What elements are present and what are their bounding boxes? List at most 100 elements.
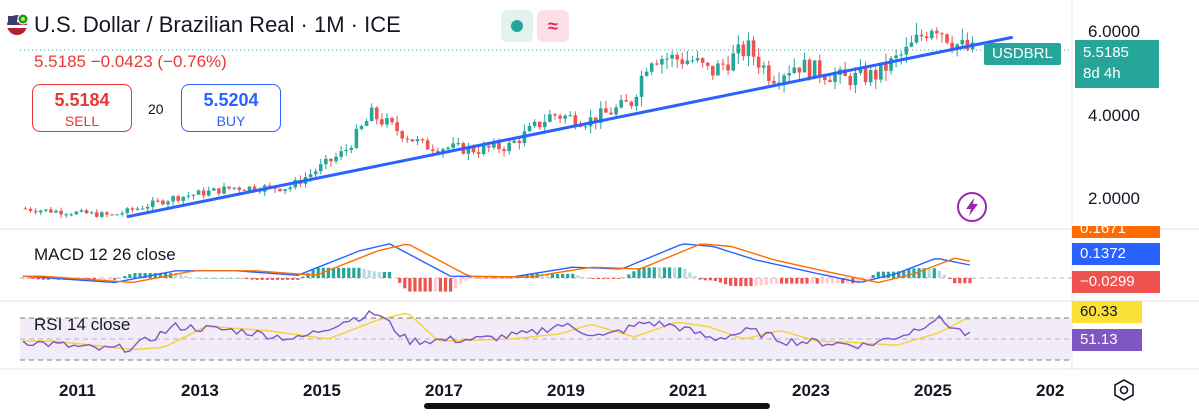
candle-body bbox=[873, 70, 878, 80]
macd-histogram-bar bbox=[800, 278, 804, 284]
candle-body bbox=[935, 30, 939, 34]
candle-body bbox=[369, 107, 374, 122]
macd-tag: 0.1372 bbox=[1072, 243, 1160, 265]
macd-histogram-bar bbox=[31, 278, 35, 279]
candle-body bbox=[767, 65, 771, 81]
buy-button[interactable]: 5.5204 BUY bbox=[181, 84, 281, 132]
candle-body bbox=[64, 214, 68, 216]
candle-body bbox=[604, 108, 608, 113]
candle-body bbox=[863, 68, 868, 83]
candle-body bbox=[395, 122, 399, 132]
x-tick-2025: 2025 bbox=[914, 381, 952, 400]
candle-body bbox=[28, 208, 33, 211]
macd-histogram-bar bbox=[876, 271, 880, 278]
macd-histogram-bar bbox=[805, 278, 809, 284]
macd-histogram-bar bbox=[678, 267, 682, 278]
macd-histogram-bar bbox=[433, 278, 437, 292]
macd-histogram-bar bbox=[123, 276, 127, 278]
macd-histogram-bar bbox=[367, 270, 371, 278]
macd-histogram-bar bbox=[907, 269, 911, 278]
candle-body bbox=[889, 58, 893, 71]
macd-histogram-bar bbox=[214, 278, 218, 279]
macd-histogram-bar bbox=[790, 278, 794, 284]
macd-histogram-bar bbox=[21, 278, 25, 279]
x-tick-2023: 2023 bbox=[792, 381, 830, 400]
buy-price: 5.5204 bbox=[203, 90, 259, 110]
lightning-icon[interactable] bbox=[956, 191, 988, 223]
candle-body bbox=[59, 210, 63, 215]
candle-body bbox=[685, 60, 690, 65]
candle-body bbox=[23, 208, 28, 210]
macd-histogram-bar bbox=[438, 278, 443, 292]
candle-body bbox=[746, 40, 751, 57]
candle-body bbox=[624, 100, 629, 102]
candle-body bbox=[945, 34, 949, 43]
x-tick-2019: 2019 bbox=[547, 381, 585, 400]
settings-icon[interactable] bbox=[1112, 378, 1136, 402]
candle-body bbox=[232, 187, 237, 189]
candle-body bbox=[751, 40, 756, 57]
candle-body bbox=[853, 72, 858, 86]
candle-body bbox=[914, 34, 919, 43]
x-tick-2013: 2013 bbox=[181, 381, 219, 400]
spread-value: 20 bbox=[148, 101, 164, 117]
candle-body bbox=[502, 149, 506, 152]
candle-body bbox=[44, 209, 48, 211]
sell-button[interactable]: 5.5184 SELL bbox=[32, 84, 132, 132]
histogram-tag: −0.0299 bbox=[1072, 271, 1160, 293]
macd-histogram-bar bbox=[835, 278, 840, 284]
candle-body bbox=[94, 212, 99, 217]
candle-body bbox=[191, 194, 196, 196]
macd-histogram-bar bbox=[275, 278, 280, 280]
rsi-line bbox=[22, 310, 971, 353]
macd-histogram-bar bbox=[881, 271, 885, 278]
macd-histogram-bar bbox=[235, 278, 239, 279]
macd-histogram-bar bbox=[224, 278, 229, 279]
macd-histogram-bar bbox=[408, 278, 412, 292]
approx-data-icon[interactable]: ≈ bbox=[537, 10, 569, 42]
macd-histogram-bar bbox=[637, 268, 641, 278]
candle-body bbox=[69, 214, 74, 216]
candle-body bbox=[110, 214, 114, 216]
macd-histogram-bar bbox=[917, 268, 921, 278]
symbol-title[interactable]: U.S. Dollar / Brazilian Real · 1M · ICE bbox=[34, 12, 401, 37]
market-open-icon[interactable] bbox=[501, 10, 533, 42]
macd-histogram-bar bbox=[158, 273, 162, 278]
candle-body bbox=[680, 59, 685, 65]
macd-histogram-bar bbox=[617, 278, 621, 279]
candle-body bbox=[313, 171, 318, 175]
candle-body bbox=[120, 213, 124, 215]
macd-histogram-bar bbox=[342, 267, 346, 278]
candle-body bbox=[548, 114, 552, 122]
candle-body bbox=[527, 125, 532, 132]
macd-histogram-bar bbox=[143, 273, 147, 278]
candle-body bbox=[405, 138, 410, 140]
candle-body bbox=[726, 64, 730, 71]
macd-histogram-bar bbox=[443, 278, 448, 292]
candle-body bbox=[904, 46, 909, 55]
candle-body bbox=[609, 112, 613, 115]
macd-histogram-bar bbox=[774, 278, 779, 284]
macd-histogram-bar bbox=[937, 270, 941, 278]
macd-histogram-bar bbox=[942, 274, 947, 278]
last-price-tag: 5.5185 8d 4h bbox=[1075, 40, 1159, 88]
candle-body bbox=[89, 212, 94, 214]
sell-price: 5.5184 bbox=[54, 90, 110, 110]
candle-body bbox=[288, 187, 293, 190]
candle-body bbox=[614, 107, 618, 115]
candle-body bbox=[705, 62, 710, 66]
macd-histogram-bar bbox=[184, 275, 188, 278]
candle-body bbox=[84, 210, 89, 214]
macd-histogram-bar bbox=[46, 278, 50, 280]
macd-histogram-bar bbox=[545, 273, 549, 278]
rsi-ma-line bbox=[22, 312, 970, 351]
macd-title[interactable]: MACD 12 26 close bbox=[34, 245, 176, 264]
last-price-value: 5.5185 bbox=[1083, 44, 1129, 61]
rsi-title[interactable]: RSI 14 close bbox=[34, 315, 131, 334]
macd-histogram-bar bbox=[947, 278, 952, 280]
trendline[interactable] bbox=[126, 35, 1014, 219]
candle-body bbox=[125, 208, 130, 214]
candle-body bbox=[176, 196, 180, 201]
candle-body bbox=[553, 114, 557, 116]
